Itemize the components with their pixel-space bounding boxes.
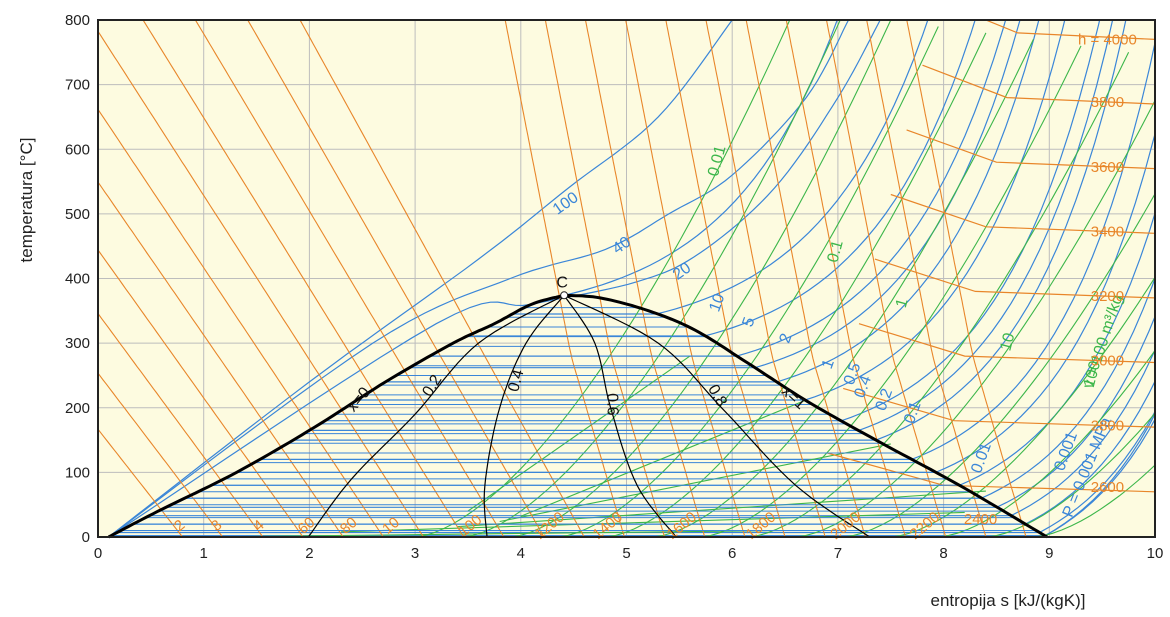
x-tick-label: 5: [622, 545, 630, 562]
x-tick-label: 4: [517, 545, 525, 562]
x-tick-label: 8: [939, 545, 947, 562]
isenthalp-label: 3200: [1091, 288, 1124, 305]
isenthalp-label: 3600: [1091, 159, 1124, 176]
isenthalp-label: 2400: [964, 511, 997, 528]
isenthalp-label: 3800: [1091, 94, 1124, 111]
x-tick-label: 9: [1045, 545, 1053, 562]
y-tick-label: 100: [65, 464, 90, 481]
critical-point-label: C: [556, 274, 568, 291]
y-tick-label: 0: [82, 529, 90, 546]
x-tick-label: 7: [834, 545, 842, 562]
x-tick-label: 6: [728, 545, 736, 562]
quality-label: 0.6: [603, 393, 621, 416]
isenthalp-label: 3000: [1091, 353, 1124, 370]
x-tick-label: 3: [411, 545, 419, 562]
isenthalp-label: 3400: [1091, 223, 1124, 240]
y-axis-title: temperatura [°C]: [17, 138, 36, 263]
y-tick-label: 600: [65, 141, 90, 158]
x-axis-title: entropija s [kJ/(kgK)]: [931, 591, 1086, 610]
y-tick-label: 700: [65, 77, 90, 94]
x-tick-label: 0: [94, 545, 102, 562]
y-tick-label: 500: [65, 206, 90, 223]
isenthalp-label: 2800: [1091, 417, 1124, 434]
x-tick-label: 10: [1147, 545, 1164, 562]
isenthalp-unit-label: h = 4000: [1078, 32, 1137, 49]
critical-point-marker: [561, 292, 568, 299]
y-tick-label: 300: [65, 335, 90, 352]
x-tick-label: 2: [305, 545, 313, 562]
y-tick-label: 200: [65, 400, 90, 417]
y-tick-label: 800: [65, 12, 90, 29]
x-tick-label: 1: [200, 545, 208, 562]
y-tick-label: 400: [65, 271, 90, 288]
isenthalp-label: 2600: [1091, 479, 1124, 496]
